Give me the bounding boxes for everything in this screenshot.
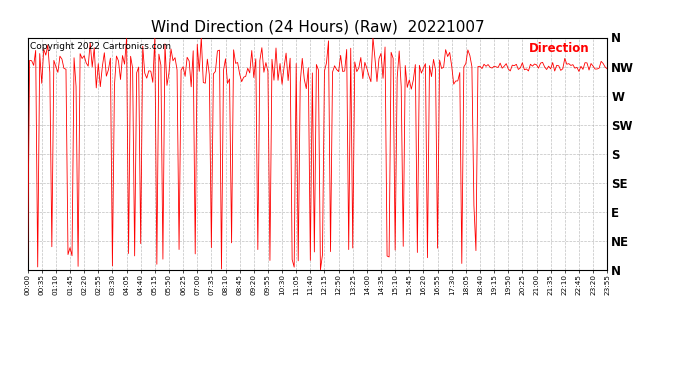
Text: Direction: Direction bbox=[529, 42, 590, 55]
Title: Wind Direction (24 Hours) (Raw)  20221007: Wind Direction (24 Hours) (Raw) 20221007 bbox=[150, 20, 484, 35]
Text: Copyright 2022 Cartronics.com: Copyright 2022 Cartronics.com bbox=[30, 42, 172, 51]
